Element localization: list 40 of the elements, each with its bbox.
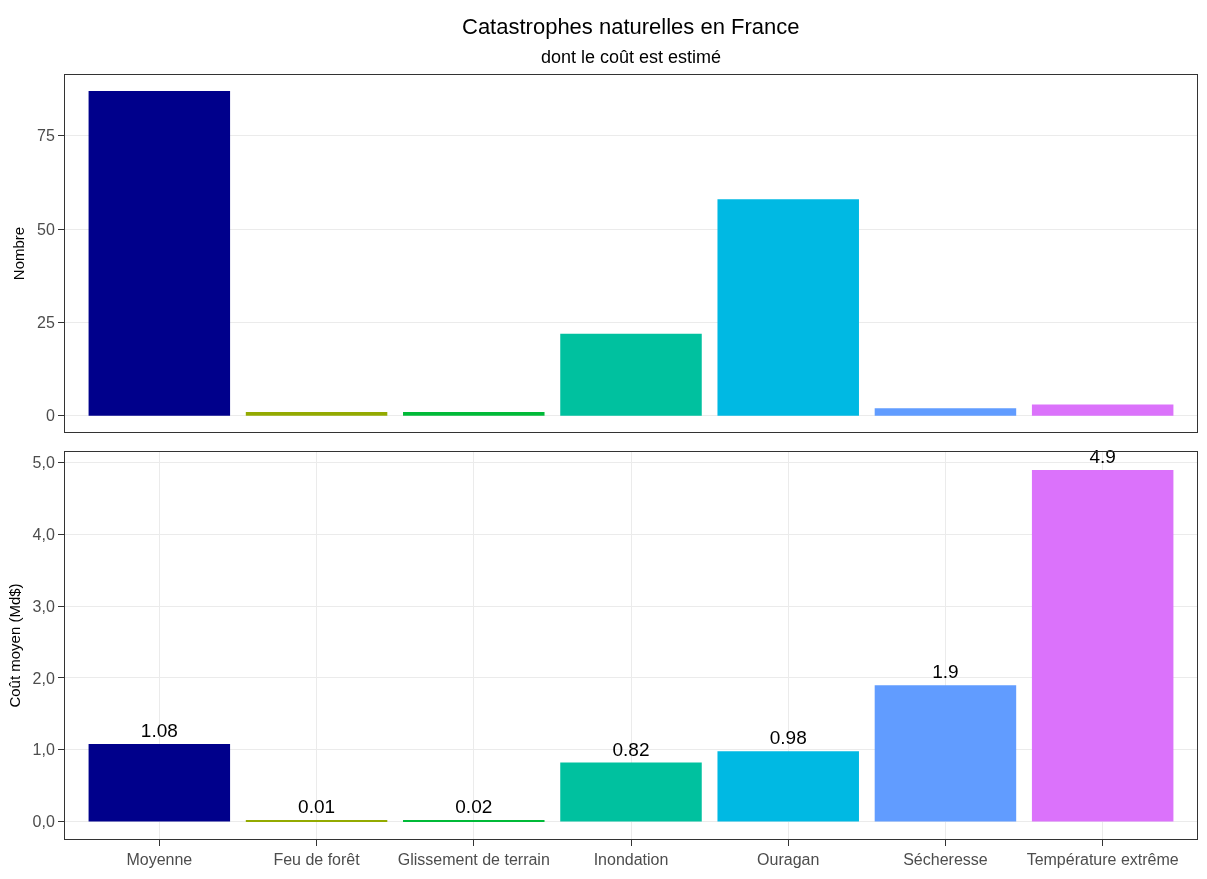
bar (717, 751, 859, 822)
y-tick-label: 0,0 (32, 813, 55, 831)
y-tick-label: 2,0 (32, 669, 55, 687)
data-label: 0.98 (769, 727, 807, 749)
x-tick-label: Ouragan (757, 851, 820, 869)
bar (245, 412, 388, 416)
bar (560, 333, 702, 416)
y-axis-title: Nombre (10, 226, 28, 281)
x-tick-label: Inondation (593, 851, 669, 869)
bar (1031, 469, 1174, 822)
y-tick-label: 3,0 (32, 597, 55, 615)
bar (1031, 404, 1174, 416)
bar (874, 685, 1017, 822)
bar (560, 762, 702, 822)
y-tick-label: 50 (37, 220, 55, 238)
data-label: 0.01 (298, 796, 336, 817)
bar (88, 91, 231, 416)
x-tick-label: Glissement de terrain (397, 851, 550, 869)
bar (874, 408, 1017, 416)
data-label: 0.02 (455, 795, 493, 817)
data-label: 1.08 (140, 719, 178, 741)
bar (403, 412, 545, 416)
chart-subtitle: dont le coût est estimé (541, 47, 722, 67)
x-tick-label: Feu de forêt (273, 851, 361, 869)
y-tick-label: 75 (37, 127, 55, 145)
bar (403, 819, 545, 822)
y-tick-label: 5,0 (32, 454, 55, 472)
bar (88, 743, 231, 822)
x-tick-label: Sécheresse (903, 851, 988, 869)
y-tick-label: 0 (45, 407, 55, 425)
bar (717, 199, 859, 416)
data-label: 0.82 (612, 738, 650, 760)
data-label: 1.9 (932, 661, 959, 683)
chart-title: Catastrophes naturelles en France (462, 14, 800, 39)
y-tick-label: 4,0 (32, 526, 55, 544)
x-tick-label: Température extrême (1026, 851, 1179, 869)
y-tick-label: 25 (37, 314, 55, 332)
x-tick-label: Moyenne (126, 851, 193, 869)
y-tick-label: 1,0 (32, 741, 55, 759)
y-axis-title: Coût moyen (Md$) (5, 583, 23, 708)
